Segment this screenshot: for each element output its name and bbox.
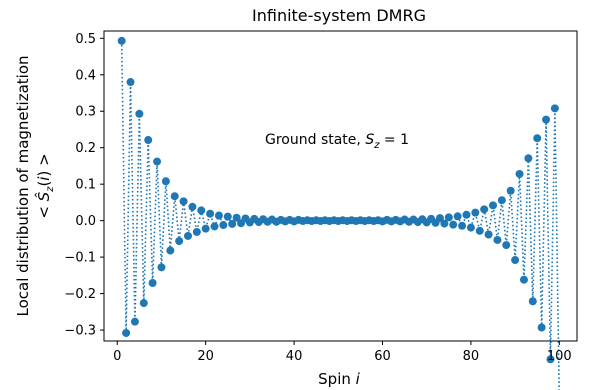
data-point	[117, 36, 126, 45]
data-point	[435, 214, 444, 223]
series-layer	[117, 36, 560, 390]
data-point	[458, 221, 467, 230]
data-point	[161, 177, 170, 186]
data-point	[175, 237, 184, 246]
data-point	[511, 256, 520, 265]
data-point	[183, 231, 192, 240]
data-point	[228, 219, 237, 228]
y-tick-label: 0.1	[75, 178, 96, 193]
y-tick-label: −0.2	[64, 287, 96, 302]
data-point	[444, 213, 453, 222]
data-point	[144, 136, 153, 145]
data-point	[219, 221, 228, 230]
data-point	[502, 241, 511, 250]
data-point	[475, 226, 484, 235]
chart-title: Infinite-system DMRG	[252, 6, 426, 25]
data-point	[139, 299, 148, 308]
data-point	[130, 317, 139, 326]
y-axis-ticks: −0.3 −0.2 −0.1 0.0 0.1 0.2 0.3 0.4 0.5	[64, 32, 104, 339]
data-point	[214, 211, 223, 220]
data-point	[506, 186, 515, 195]
data-point	[462, 210, 471, 219]
data-point	[471, 208, 480, 217]
data-point	[122, 328, 131, 337]
y-tick-label: 0.0	[75, 214, 96, 229]
series-line	[120, 40, 560, 390]
y-tick-label: 0.4	[75, 68, 96, 83]
data-point	[515, 169, 524, 178]
x-tick-label: 40	[286, 349, 303, 364]
data-point	[188, 202, 197, 211]
y-tick-label: −0.1	[64, 251, 96, 266]
data-point	[192, 227, 201, 236]
x-tick-label: 20	[197, 349, 214, 364]
data-point	[148, 279, 157, 288]
x-tick-label: 100	[547, 349, 572, 364]
data-point	[135, 109, 144, 118]
data-point	[153, 157, 162, 166]
data-point	[206, 209, 215, 218]
data-point	[201, 224, 210, 233]
y-tick-label: 0.5	[75, 32, 96, 47]
data-point	[166, 246, 175, 255]
data-point	[537, 323, 546, 332]
data-point	[524, 154, 533, 163]
data-point	[542, 115, 551, 124]
data-point	[519, 275, 528, 284]
data-point	[497, 196, 506, 205]
y-axis-label-line2: < Ŝz(i) >	[34, 153, 56, 218]
data-point	[533, 134, 542, 143]
y-tick-label: −0.3	[64, 324, 96, 339]
data-point	[550, 104, 559, 113]
data-point	[197, 206, 206, 215]
data-point	[170, 192, 179, 201]
data-point	[489, 201, 498, 210]
data-point	[126, 78, 135, 87]
data-point	[440, 219, 449, 228]
data-point	[453, 212, 462, 221]
data-point	[223, 212, 232, 221]
data-point	[232, 213, 241, 222]
data-point	[528, 297, 537, 306]
data-point	[484, 230, 493, 239]
x-axis-ticks: 0 20 40 60 80 100	[113, 341, 572, 364]
data-point	[449, 220, 458, 229]
x-axis-label: Spin i	[318, 370, 361, 388]
x-tick-label: 60	[374, 349, 391, 364]
data-point	[157, 263, 166, 272]
y-tick-label: 0.3	[75, 105, 96, 120]
data-point	[480, 205, 489, 214]
data-point	[466, 223, 475, 232]
data-point	[179, 197, 188, 206]
x-tick-label: 80	[463, 349, 480, 364]
y-axis-label-line1: Local distribution of magnetization	[14, 55, 32, 316]
data-point	[546, 355, 555, 364]
chart-annotation: Ground state, Sz = 1	[265, 132, 409, 151]
x-tick-label: 0	[113, 349, 121, 364]
plot-area-frame	[103, 30, 578, 342]
data-point	[210, 222, 219, 231]
y-tick-label: 0.2	[75, 141, 96, 156]
data-point	[493, 235, 502, 244]
